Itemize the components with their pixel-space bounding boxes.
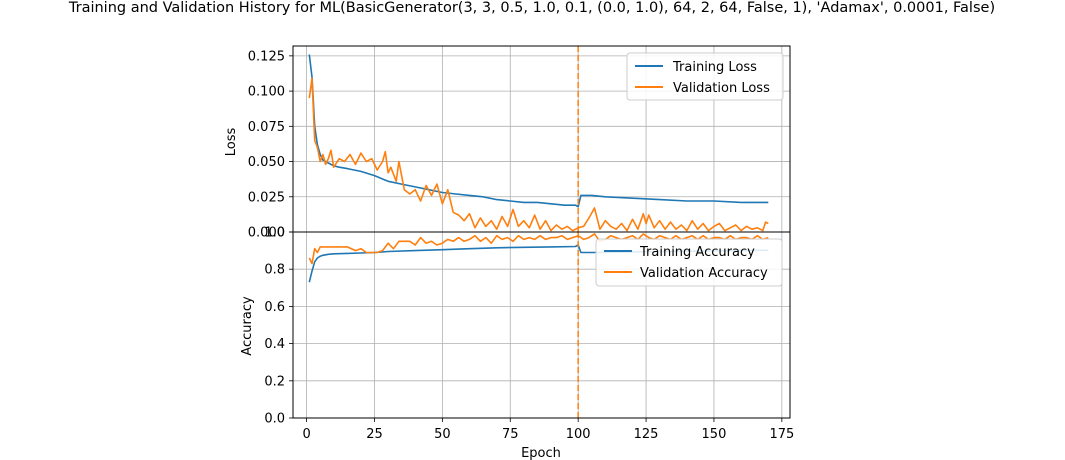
x-tick-label: 150 [702,427,727,442]
loss-y-tick-label: 0.000 [248,226,285,241]
legend-label-training-loss: Training Loss [672,60,757,75]
x-tick-label: 50 [434,427,451,442]
loss-y-tick-label: 0.025 [248,190,285,205]
accuracy-y-tick-label: 0.6 [264,300,285,315]
x-tick-label: 0 [302,427,310,442]
legend-label-validation-loss: Validation Loss [673,81,770,96]
accuracy-y-tick-label: 0.2 [264,374,285,389]
x-tick-label: 125 [634,427,659,442]
training-loss-line [308,54,769,208]
accuracy-legend: Training Accuracy Validation Accuracy [595,238,783,287]
legend-label-validation-accuracy: Validation Accuracy [640,266,768,281]
validation-loss-line [308,77,769,232]
accuracy-y-tick-label: 0.8 [264,263,285,278]
accuracy-panel: 0.0 0.2 0.4 0.6 0.8 1.0 0 25 50 75 100 125 150 175 A… [240,226,794,460]
accuracy-y-tick-label: 1.0 [264,226,285,241]
loss-y-axis-label: Loss [224,128,239,157]
legend-label-training-accuracy: Training Accuracy [639,245,755,260]
accuracy-legend-box [595,238,783,287]
x-tick-label: 75 [502,427,519,442]
chart-title: Training and Validation History for ML(B… [68,0,995,16]
accuracy-y-ticks: 0.0 0.2 0.4 0.6 0.8 1.0 [264,226,293,427]
loss-y-ticks: 0.000 0.025 0.050 0.075 0.100 0.125 [248,49,293,241]
validation-accuracy-line [308,233,769,265]
x-tick-label: 175 [769,427,794,442]
accuracy-y-axis-label: Accuracy [240,296,255,356]
loss-y-tick-label: 0.100 [248,85,285,100]
accuracy-y-tick-label: 0.0 [264,412,285,427]
loss-legend: Training Loss Validation Loss [626,52,784,101]
x-tick-label: 25 [366,427,383,442]
loss-y-tick-label: 0.125 [248,49,285,64]
loss-panel: 0.000 0.025 0.050 0.075 0.100 0.125 Loss Trai… [224,45,791,241]
accuracy-frame [292,231,791,419]
loss-legend-box [626,52,784,101]
loss-lines [308,46,769,232]
accuracy-y-tick-label: 0.4 [264,337,285,352]
accuracy-x-ticks: 0 25 50 75 100 125 150 175 [302,418,794,442]
loss-y-tick-label: 0.050 [248,155,285,170]
x-tick-label: 100 [566,427,591,442]
x-axis-label: Epoch [521,446,561,460]
loss-y-tick-label: 0.075 [248,120,285,135]
